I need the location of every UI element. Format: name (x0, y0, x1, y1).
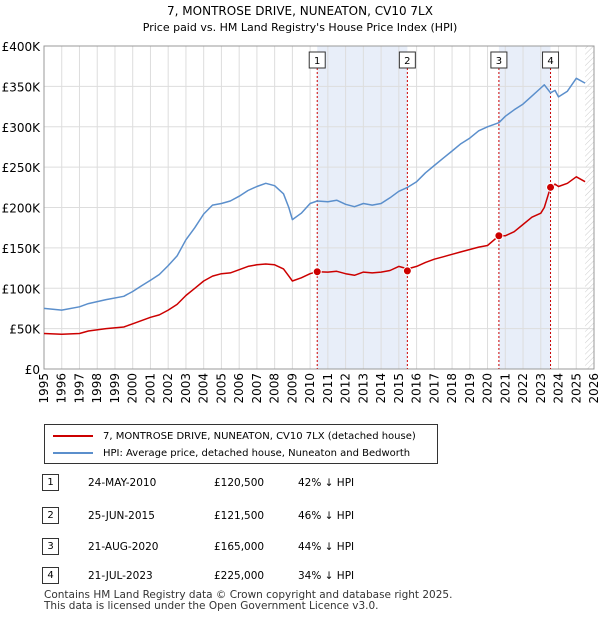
sale-point (546, 182, 556, 192)
x-tick-label: 2004 (197, 373, 211, 404)
x-tick-label: 2014 (374, 373, 388, 404)
footer-copyright: Contains HM Land Registry data © Crown c… (44, 589, 453, 601)
transaction-price: £120,500 (214, 477, 265, 489)
x-tick-label: 2012 (339, 373, 353, 404)
transaction-date: 21-JUL-2023 (88, 570, 153, 582)
transaction-row: 1 24-MAY-2010 £120,500 42% ↓ HPI (42, 474, 462, 494)
x-tick-label: 2016 (410, 373, 424, 404)
x-tick-label: 1997 (72, 373, 86, 404)
sale-point (312, 267, 322, 277)
transaction-number-box: 3 (42, 538, 59, 555)
event-label-box: 1 (308, 51, 326, 69)
y-tick-label: £300K (2, 121, 42, 135)
x-tick-label: 2015 (392, 373, 406, 404)
event-number: 4 (547, 56, 553, 67)
legend-label-hpi: HPI: Average price, detached house, Nune… (103, 447, 411, 459)
x-tick-label: 2018 (445, 373, 459, 404)
x-tick-label: 1996 (55, 373, 69, 404)
event-number: 3 (496, 56, 502, 67)
x-tick-label: 2025 (569, 373, 583, 404)
event-box (398, 51, 416, 69)
legend-item-hpi: HPI: Average price, detached house, Nune… (53, 445, 410, 461)
event-box (542, 51, 560, 69)
x-tick-label: 2026 (587, 373, 600, 404)
chart-subtitle: Price paid vs. HM Land Registry's House … (143, 21, 458, 34)
event-label-box: 2 (398, 51, 416, 69)
x-tick-label: 2022 (516, 373, 530, 404)
x-tick-label: 2023 (534, 373, 548, 404)
x-tick-label: 2006 (232, 373, 246, 404)
y-tick-label: £100K (2, 282, 42, 296)
event-number: 2 (404, 56, 410, 67)
y-tick-label: £250K (2, 161, 42, 175)
x-tick-label: 2013 (356, 373, 370, 404)
x-tick-label: 2021 (498, 373, 512, 404)
transaction-hpi-diff: 46% ↓ HPI (298, 510, 355, 522)
x-tick-label: 2010 (303, 373, 317, 404)
x-tick-label: 2000 (126, 373, 140, 404)
transaction-hpi-diff: 44% ↓ HPI (298, 541, 355, 553)
x-tick-label: 1995 (37, 373, 51, 404)
price-chart: 7, MONTROSE DRIVE, NUNEATON, CV10 7LX Pr… (2, 4, 600, 404)
property-price-line (43, 176, 586, 336)
x-tick-label: 2002 (161, 373, 175, 404)
y-tick-label: £150K (2, 242, 42, 256)
legend-label-property: 7, MONTROSE DRIVE, NUNEATON, CV10 7LX (d… (103, 430, 416, 442)
x-tick-label: 2001 (143, 373, 157, 404)
transaction-row: 4 21-JUL-2023 £225,000 34% ↓ HPI (42, 567, 462, 587)
transaction-date: 24-MAY-2010 (88, 477, 157, 489)
sale-point (494, 231, 504, 241)
event-label-box: 4 (542, 51, 560, 69)
x-tick-label: 2007 (250, 373, 264, 404)
footer-attribution: Contains HM Land Registry data © Crown c… (44, 590, 452, 612)
sale-point (402, 266, 412, 276)
x-tick-label: 2005 (214, 373, 228, 404)
transaction-hpi-diff: 34% ↓ HPI (298, 570, 355, 582)
transaction-row: 2 25-JUN-2015 £121,500 46% ↓ HPI (42, 507, 462, 527)
x-tick-label: 2009 (285, 373, 299, 404)
x-tick-label: 2003 (179, 373, 193, 404)
transaction-row: 3 21-AUG-2020 £165,000 44% ↓ HPI (42, 538, 462, 558)
y-tick-label: £50K (9, 323, 41, 337)
transaction-number-box: 4 (42, 567, 59, 584)
x-tick-label: 2017 (427, 373, 441, 404)
transaction-price: £225,000 (214, 570, 265, 582)
transaction-hpi-diff: 42% ↓ HPI (298, 477, 355, 489)
x-tick-label: 2024 (552, 373, 566, 404)
y-tick-label: £200K (2, 202, 42, 216)
event-box (308, 51, 326, 69)
transaction-price: £165,000 (214, 541, 265, 553)
transaction-price: £121,500 (214, 510, 265, 522)
y-tick-label: £400K (2, 40, 42, 54)
footer-licence: This data is licensed under the Open Gov… (44, 600, 379, 612)
transaction-number-box: 2 (42, 507, 59, 524)
x-tick-label: 2020 (481, 373, 495, 404)
legend: 7, MONTROSE DRIVE, NUNEATON, CV10 7LX (d… (44, 424, 438, 464)
x-tick-label: 2011 (321, 373, 335, 404)
plot-border (43, 45, 595, 370)
transaction-date: 25-JUN-2015 (88, 510, 155, 522)
event-box (490, 51, 508, 69)
x-tick-label: 1998 (90, 373, 104, 404)
legend-line-hpi (53, 452, 93, 454)
x-tick-label: 2008 (268, 373, 282, 404)
transaction-number-box: 1 (42, 474, 59, 491)
legend-line-property (53, 435, 93, 437)
transaction-date: 21-AUG-2020 (88, 541, 159, 553)
hpi-line (43, 77, 586, 311)
event-label-box: 3 (490, 51, 508, 69)
y-tick-label: £0 (25, 363, 40, 377)
legend-item-property: 7, MONTROSE DRIVE, NUNEATON, CV10 7LX (d… (53, 428, 416, 444)
y-tick-label: £350K (2, 80, 42, 94)
x-tick-label: 2019 (463, 373, 477, 404)
event-number: 1 (314, 56, 320, 67)
x-tick-label: 1999 (108, 373, 122, 404)
chart-title: 7, MONTROSE DRIVE, NUNEATON, CV10 7LX (167, 4, 433, 18)
